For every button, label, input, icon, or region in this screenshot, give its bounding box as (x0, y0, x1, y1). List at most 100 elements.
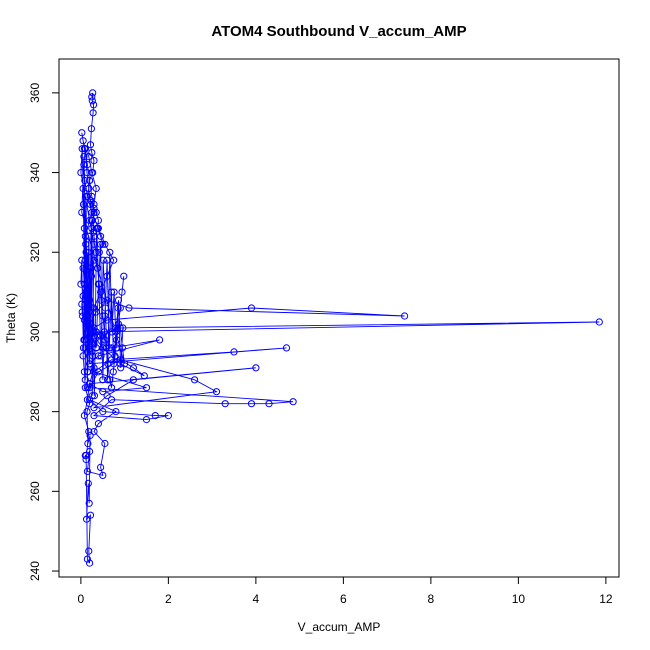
data-point (140, 372, 148, 380)
data-point (94, 368, 103, 376)
data-point (97, 296, 105, 304)
data-point (80, 224, 89, 232)
y-axis-label: Theta (K) (4, 293, 18, 343)
data-point (97, 288, 105, 296)
data-point (99, 376, 107, 384)
data-point (90, 157, 98, 165)
data-point (142, 416, 151, 424)
y-tick-label: 360 (28, 83, 42, 103)
data-point (88, 392, 96, 400)
data-point (86, 296, 94, 304)
data-point (89, 352, 97, 360)
data-point (103, 272, 111, 280)
data-point (88, 93, 96, 101)
data-point (88, 328, 96, 336)
data-point (97, 463, 105, 471)
data-point (120, 272, 128, 280)
data-point (104, 376, 112, 384)
data-point (252, 364, 260, 372)
data-point (104, 360, 112, 368)
x-tick-label: 2 (165, 592, 172, 606)
x-axis-label: V_accum_AMP (298, 620, 381, 634)
data-point (125, 304, 133, 312)
data-point (84, 248, 92, 256)
data-point (121, 360, 129, 368)
data-point (89, 109, 97, 117)
y-tick-label: 280 (28, 401, 42, 421)
data-point (212, 388, 221, 396)
data-point (81, 256, 89, 264)
data-point (78, 256, 86, 264)
data-point (90, 404, 98, 412)
data-point (83, 328, 91, 336)
data-point (92, 344, 100, 352)
y-tick-label: 320 (28, 242, 42, 262)
data-point (79, 137, 87, 145)
data-point (114, 320, 123, 328)
data-point (86, 431, 94, 440)
data-point (95, 280, 103, 288)
y-tick-label: 300 (28, 322, 42, 342)
data-point (112, 408, 120, 416)
data-point (92, 184, 100, 193)
data-point (107, 288, 116, 296)
data-point (81, 145, 89, 153)
data-point (79, 200, 88, 208)
data-point (90, 232, 98, 240)
data-point (83, 384, 92, 392)
x-tick-label: 8 (428, 592, 435, 606)
data-point (85, 547, 93, 555)
data-point (221, 400, 229, 408)
data-point (81, 384, 89, 392)
data-point (87, 272, 96, 280)
data-point (102, 344, 110, 352)
data-point (117, 364, 125, 372)
data-point (86, 264, 94, 272)
data-point (90, 412, 98, 420)
data-point (112, 328, 120, 336)
data-point (90, 304, 98, 312)
data-point (106, 376, 114, 384)
data-point (108, 328, 116, 336)
x-tick-label: 12 (599, 592, 613, 606)
data-point (83, 515, 91, 523)
data-point (97, 240, 105, 248)
data-point (90, 101, 98, 109)
data-point (265, 400, 273, 408)
data-point (84, 439, 92, 448)
data-point (90, 340, 98, 348)
data-point (113, 336, 121, 344)
data-point (595, 318, 603, 326)
data-point (129, 376, 137, 384)
data-point (247, 304, 256, 312)
x-tick-label: 10 (512, 592, 526, 606)
data-point (109, 368, 117, 376)
y-tick-label: 260 (28, 481, 42, 501)
data-point (114, 296, 123, 304)
y-axis: 240 260 280 300 320 340 360 (28, 83, 60, 581)
data-point (83, 408, 91, 416)
data-point (82, 288, 90, 296)
data-point (94, 420, 103, 428)
data-point (86, 141, 95, 149)
data-point (99, 256, 107, 264)
data-point (164, 412, 172, 420)
data-point (129, 364, 137, 372)
data-point (80, 336, 88, 344)
data-point (99, 312, 107, 320)
y-tick-label: 240 (28, 561, 42, 581)
data-point (84, 479, 92, 487)
series-line-0 (81, 92, 600, 477)
data-point (110, 288, 118, 296)
data-point (191, 376, 199, 384)
data-point (79, 312, 87, 320)
data-point (110, 256, 118, 264)
data-point (401, 312, 409, 320)
data-point (88, 169, 96, 177)
data-point (289, 398, 297, 406)
data-point (86, 400, 94, 408)
data-point (97, 352, 105, 360)
data-point (282, 344, 291, 352)
data-point (103, 392, 111, 400)
data-point (142, 384, 151, 392)
